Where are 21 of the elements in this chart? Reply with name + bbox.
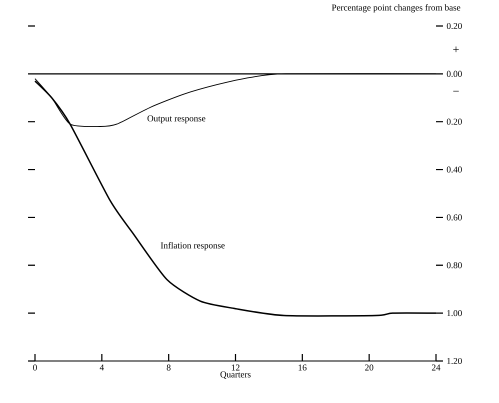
text: − [453, 90, 459, 92]
series-label: Output response [148, 115, 206, 124]
y-tick-label: 0.40 [446, 166, 462, 173]
x-tick-label: 0 [33, 364, 37, 371]
x-axis-title: Quarters [220, 371, 251, 379]
y-tick-label: 0.60 [446, 214, 462, 220]
x-tick-label: 4 [100, 364, 104, 370]
x-tick-label: 16 [298, 364, 307, 371]
y-tick-label: 0.20 [446, 118, 462, 125]
y-tick-label: 1.20 [447, 358, 462, 364]
y-tick-label: 0.20 [446, 22, 462, 30]
y-tick-label: 0.80 [446, 262, 462, 268]
x-tick-label: 24 [432, 364, 440, 370]
y-axis-title: Percentage point changes from base [332, 4, 460, 12]
x-tick-label: 8 [166, 364, 171, 371]
y-tick-label: 0.00 [446, 70, 462, 77]
text: + [453, 46, 459, 52]
x-tick-label: 20 [365, 364, 374, 371]
series-label: Inflation response [160, 242, 225, 250]
y-tick-label: 1.00 [447, 310, 462, 316]
x-tick-label: 12 [232, 364, 240, 370]
